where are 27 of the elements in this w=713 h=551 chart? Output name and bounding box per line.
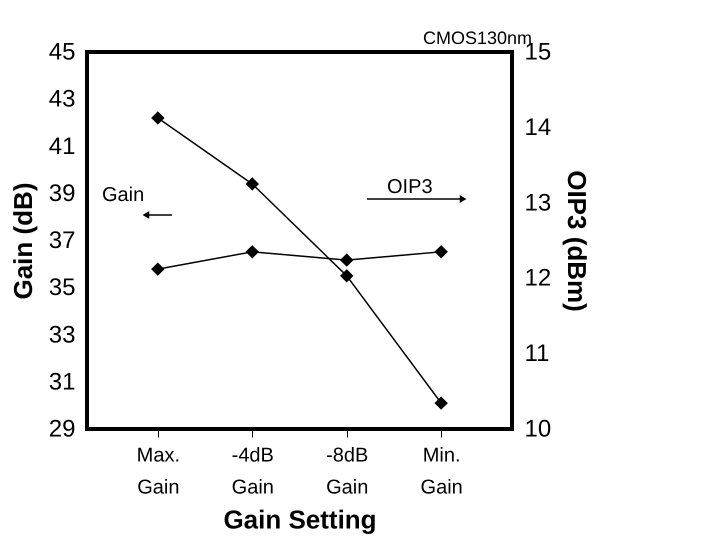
point [434, 396, 448, 410]
y-tick-label: 35 [48, 274, 76, 302]
y-tick-label: 39 [48, 180, 76, 207]
x-axis-title: Gain Setting [223, 504, 377, 534]
y-tick-label: 29 [48, 416, 76, 442]
point [340, 269, 354, 283]
point [246, 177, 259, 191]
y2-tick-label: 12 [524, 264, 552, 292]
y-tick-label: 31 [48, 368, 76, 396]
annotation: Gain [102, 184, 144, 206]
y-tick-label: 43 [48, 86, 76, 113]
annotation: OIP3 [387, 176, 433, 198]
y2-tick-label: 10 [524, 416, 552, 442]
y2-axis-title: OIP3 (dBm) [562, 170, 592, 312]
y2-tick-label: 11 [524, 340, 550, 368]
x-tick-label: Max. Gain [136, 444, 180, 498]
y-tick-label: 33 [48, 321, 76, 348]
y-axis-title: Gain (dB) [8, 182, 38, 300]
y-tick-label: 41 [48, 132, 76, 160]
x-tick-label: Min. Gain [420, 444, 463, 498]
point [151, 111, 165, 125]
y-tick-label: 45 [48, 38, 76, 66]
y2-tick-label: 13 [524, 189, 552, 216]
y2-tick-label: 14 [524, 114, 552, 141]
x-tick-label: -8dB Gain [326, 444, 368, 498]
y-tick-label: 37 [48, 227, 76, 254]
x-tick-label: -4dB Gain [232, 444, 274, 498]
